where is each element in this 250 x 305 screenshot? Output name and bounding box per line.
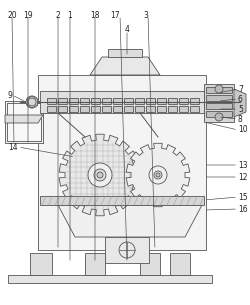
- Bar: [206, 95, 232, 101]
- Circle shape: [97, 172, 103, 178]
- Text: 20: 20: [7, 10, 17, 20]
- Bar: [113, 98, 122, 104]
- Bar: [102, 98, 111, 104]
- Bar: [80, 98, 89, 104]
- Polygon shape: [126, 143, 190, 207]
- Bar: [206, 87, 232, 93]
- Text: 3: 3: [143, 10, 148, 20]
- Text: 9: 9: [7, 91, 12, 99]
- Polygon shape: [58, 205, 202, 237]
- Polygon shape: [59, 134, 141, 216]
- Bar: [157, 98, 166, 104]
- Polygon shape: [5, 115, 43, 123]
- Text: 7: 7: [238, 84, 243, 94]
- Text: 8: 8: [238, 114, 243, 124]
- Bar: [135, 106, 144, 112]
- Bar: [69, 98, 78, 104]
- Bar: [179, 98, 188, 104]
- Bar: [168, 106, 177, 112]
- Text: 14: 14: [8, 142, 18, 152]
- Text: 12: 12: [238, 173, 248, 181]
- Circle shape: [94, 169, 106, 181]
- Bar: [124, 98, 133, 104]
- Bar: [80, 106, 89, 112]
- Text: 15: 15: [238, 192, 248, 202]
- Bar: [102, 106, 111, 112]
- Text: 2: 2: [56, 10, 60, 20]
- Bar: [168, 98, 177, 104]
- Circle shape: [26, 96, 38, 108]
- Bar: [108, 49, 142, 57]
- Bar: [47, 98, 56, 104]
- Circle shape: [156, 173, 160, 177]
- Bar: [69, 106, 78, 112]
- Text: 13: 13: [238, 160, 248, 170]
- Bar: [170, 253, 190, 275]
- Polygon shape: [90, 57, 160, 75]
- Bar: [40, 196, 204, 205]
- Bar: [190, 106, 199, 112]
- Bar: [40, 91, 204, 113]
- Bar: [146, 98, 155, 104]
- Bar: [7, 103, 41, 141]
- Circle shape: [215, 85, 223, 93]
- Circle shape: [149, 166, 167, 184]
- Bar: [30, 253, 52, 275]
- Bar: [206, 103, 232, 109]
- Bar: [5, 101, 43, 143]
- Bar: [146, 106, 155, 112]
- Bar: [124, 106, 133, 112]
- Bar: [91, 98, 100, 104]
- Bar: [157, 106, 166, 112]
- Text: 6: 6: [238, 95, 243, 103]
- Circle shape: [215, 113, 223, 121]
- Bar: [58, 106, 67, 112]
- Bar: [105, 237, 149, 263]
- Bar: [135, 98, 144, 104]
- Bar: [91, 106, 100, 112]
- Bar: [204, 84, 234, 122]
- Bar: [38, 75, 206, 250]
- Bar: [206, 111, 232, 117]
- Bar: [8, 275, 212, 283]
- Text: 18: 18: [90, 10, 100, 20]
- Text: 5: 5: [238, 105, 243, 113]
- Bar: [47, 106, 56, 112]
- Bar: [140, 253, 160, 275]
- Text: 17: 17: [110, 10, 120, 20]
- Bar: [85, 253, 105, 275]
- Text: 10: 10: [238, 125, 248, 135]
- Polygon shape: [234, 89, 246, 117]
- Bar: [179, 106, 188, 112]
- Circle shape: [154, 171, 162, 179]
- Circle shape: [88, 163, 112, 187]
- Text: 16: 16: [238, 204, 248, 214]
- Bar: [113, 106, 122, 112]
- Text: 1: 1: [68, 10, 72, 20]
- Text: 4: 4: [124, 26, 130, 34]
- Bar: [58, 98, 67, 104]
- Bar: [190, 98, 199, 104]
- Text: 19: 19: [23, 10, 33, 20]
